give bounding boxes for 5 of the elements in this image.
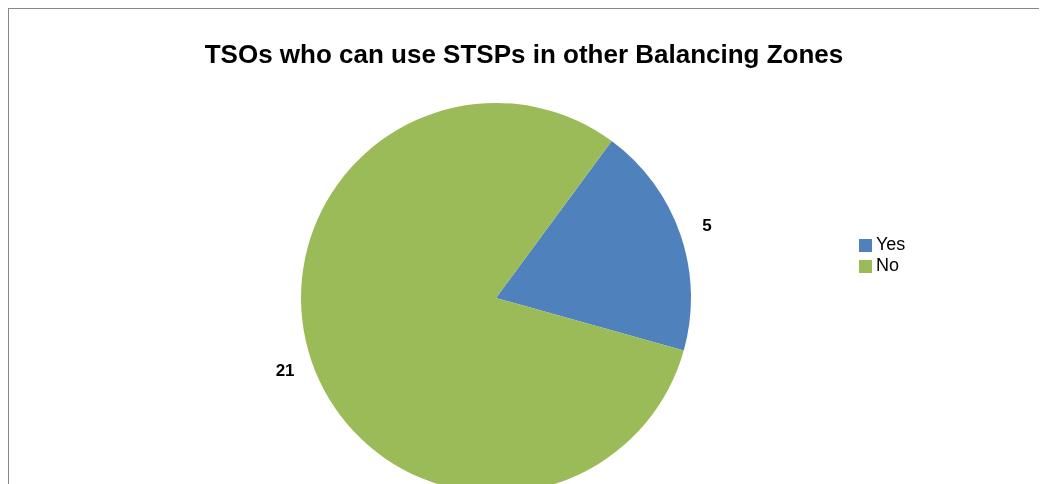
data-label: 5 (702, 215, 712, 235)
data-label: 21 (275, 361, 295, 381)
chart-title: TSOs who can use STSPs in other Balancing Zones (203, 39, 845, 70)
legend-label: Yes (876, 234, 906, 254)
legend-label: No (876, 255, 900, 275)
